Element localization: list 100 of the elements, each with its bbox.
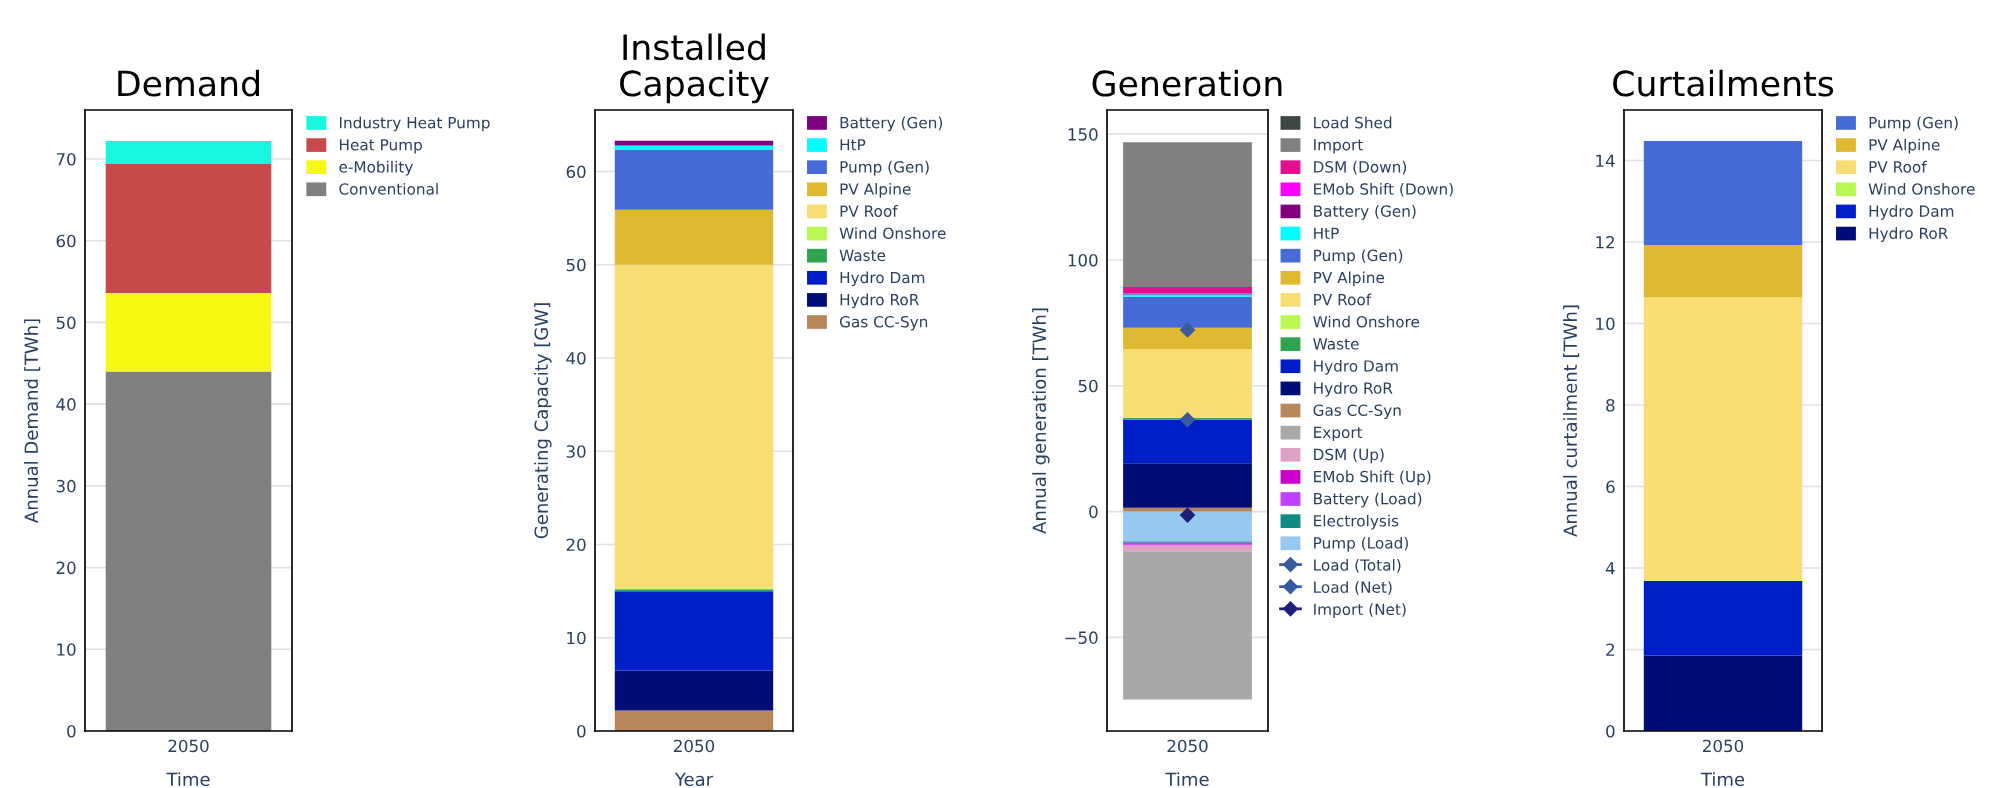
y-tick-label: 60 <box>566 165 586 179</box>
legend-label: PV Alpine <box>1314 271 1385 287</box>
y-tick-label: 60 <box>56 234 76 248</box>
legend-label: Export <box>1314 426 1363 442</box>
y-tick-label: 50 <box>566 258 586 272</box>
y-tick-label: 10 <box>567 631 586 645</box>
bar <box>1123 296 1252 328</box>
bar <box>1123 463 1252 508</box>
x-tick-label: 2050 <box>1167 739 1208 753</box>
bar <box>614 710 774 731</box>
y-tick-label: 0 <box>67 724 76 738</box>
x-axis-title: Year <box>674 772 714 787</box>
legend-label: e-Mobility <box>339 160 413 176</box>
legend-label: PV Roof <box>1869 160 1927 173</box>
y-tick-label: 0 <box>1089 505 1098 519</box>
x-axis-title: Time <box>1165 772 1209 787</box>
bar <box>105 141 272 164</box>
y-tick-label: 8 <box>1606 398 1615 412</box>
y-tick-label: 70 <box>56 152 76 166</box>
legend-label: Load Shed <box>1314 116 1392 129</box>
legend-label: Hydro Dam <box>1314 359 1398 375</box>
legend-label: Hydro RoR <box>840 293 919 309</box>
bar <box>1643 140 1803 245</box>
chart-title: Curtailments <box>1613 69 1834 97</box>
legend-label: DSM (Up) <box>1314 448 1384 464</box>
y-tick-label: −50 <box>1065 631 1098 644</box>
legend-label: Import (Net) <box>1314 603 1406 619</box>
y-axis-title: Annual generation [TWh] <box>1032 308 1050 534</box>
legend-label: Load (Total) <box>1314 559 1401 573</box>
y-tick-label: 40 <box>566 351 586 365</box>
y-tick-label: 20 <box>56 561 76 575</box>
y-tick-label: 0 <box>1606 724 1615 738</box>
legend-label: PV Roof <box>840 205 898 217</box>
legend-label: Load (Net) <box>1314 581 1392 595</box>
legend-label: Electrolysis <box>1314 514 1399 530</box>
y-tick-label: 14 <box>1596 154 1615 167</box>
chart-title: Installed Capacity <box>620 33 769 104</box>
y-axis-title: Generating Capacity [GW] <box>534 303 552 539</box>
bar <box>1123 419 1252 464</box>
legend-label: PV Roof <box>1314 293 1372 306</box>
legend-label: Gas CC-Syn <box>839 315 928 331</box>
chart-title: Generation <box>1092 69 1282 97</box>
x-tick-label: 2050 <box>1703 739 1744 753</box>
y-tick-label: 2 <box>1606 643 1614 656</box>
y-tick-label: 50 <box>56 316 76 330</box>
bar <box>1643 581 1803 656</box>
bar <box>1123 327 1252 350</box>
legend-label: Conventional <box>339 182 438 195</box>
y-tick-label: 0 <box>577 724 586 738</box>
legend-label: Import <box>1314 139 1363 154</box>
bar <box>1643 655 1803 731</box>
legend-label: EMob Shift (Up) <box>1314 470 1431 486</box>
legend-label: Battery (Gen) <box>840 116 943 132</box>
x-axis-title: Time <box>166 772 210 787</box>
bar <box>1643 244 1803 298</box>
legend-label: Wind Onshore <box>839 227 946 240</box>
legend-label: Hydro RoR <box>1869 227 1948 242</box>
bar <box>614 209 774 265</box>
legend-label: PV Alpine <box>1869 138 1940 154</box>
y-tick-label: 4 <box>1605 562 1615 575</box>
legend-label: Battery (Load) <box>1314 492 1422 508</box>
legend-label: EMob Shift (Down) <box>1314 182 1453 197</box>
legend-label: Pump (Load) <box>1314 536 1408 552</box>
bar <box>105 163 272 294</box>
legend-label: Industry Heat Pump <box>339 116 490 132</box>
bar <box>1123 349 1252 418</box>
y-tick-label: 40 <box>56 398 76 411</box>
legend-label: Wind Onshore <box>1868 182 1975 195</box>
bar <box>1123 551 1252 700</box>
legend-label: Waste <box>839 249 886 262</box>
y-tick-label: 6 <box>1606 480 1615 494</box>
legend-label: Heat Pump <box>339 139 422 154</box>
legend-label: PV Alpine <box>840 182 911 198</box>
legend-label: Waste <box>1313 338 1359 350</box>
y-tick-label: 50 <box>1078 379 1098 393</box>
x-axis-title: Time <box>1700 772 1745 787</box>
y-tick-label: 10 <box>1596 317 1615 331</box>
bar <box>1123 511 1252 542</box>
bar <box>614 591 774 671</box>
y-tick-label: 100 <box>1068 253 1098 267</box>
bar <box>1123 286 1252 294</box>
bar <box>614 145 774 151</box>
legend-label: DSM (Down) <box>1314 160 1407 175</box>
bar <box>614 670 774 711</box>
bar <box>1123 507 1252 512</box>
chart-title: Demand <box>118 69 259 97</box>
legend-label: Hydro Dam <box>1869 205 1954 220</box>
legend-label: Pump (Gen) <box>840 160 929 176</box>
legend-label: Pump (Gen) <box>1314 249 1403 265</box>
legend-label: Battery (Gen) <box>1314 205 1416 220</box>
legend-label: Wind Onshore <box>1313 315 1420 328</box>
x-tick-label: 2050 <box>168 739 209 753</box>
y-tick-label: 150 <box>1068 128 1098 141</box>
legend-label: Pump (Gen) <box>1869 116 1958 132</box>
y-tick-label: 20 <box>566 538 586 552</box>
y-tick-label: 30 <box>56 479 76 493</box>
bar <box>1123 142 1252 287</box>
legend-label: Gas CC-Syn <box>1313 404 1401 419</box>
legend-label: HtP <box>1314 227 1339 239</box>
y-tick-label: 12 <box>1596 235 1614 249</box>
